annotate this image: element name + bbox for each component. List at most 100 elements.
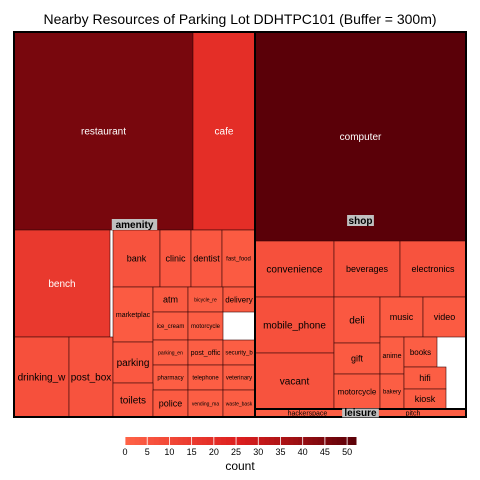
legend-swatch xyxy=(202,437,208,445)
legend-swatch xyxy=(245,437,251,445)
legend-swatch xyxy=(288,437,294,445)
tile-amenity-toilets xyxy=(112,382,154,418)
legend-swatch xyxy=(235,437,241,445)
legend-swatch xyxy=(125,437,131,445)
tile-amenity-restaurant xyxy=(13,31,194,231)
legend-swatch xyxy=(226,437,232,445)
legend-swatch xyxy=(187,437,193,445)
legend-swatch xyxy=(312,437,318,445)
tile-label: drinking_w xyxy=(18,373,67,384)
tile-label: music xyxy=(390,312,414,322)
legend-swatch xyxy=(221,437,227,445)
tile-amenity-pharmacy xyxy=(152,364,189,391)
legend-tick-label: 30 xyxy=(253,447,263,457)
legend-swatch xyxy=(216,437,222,445)
chart-title: Nearby Resources of Parking Lot DDHTPC10… xyxy=(43,11,436,27)
tile-label: bench xyxy=(48,279,75,290)
legend-swatch xyxy=(182,437,189,445)
legend-tick-label: 35 xyxy=(275,447,285,457)
legend-swatch xyxy=(129,437,136,445)
legend-swatch xyxy=(317,437,323,445)
group-label-bg xyxy=(347,215,374,226)
legend-swatch xyxy=(351,437,357,445)
tile-label: parking_en xyxy=(158,350,183,356)
tile-label: marketplac xyxy=(116,312,151,319)
tile-label: vending_ma xyxy=(192,401,219,407)
tile-label: computer xyxy=(340,132,382,143)
legend-swatch xyxy=(158,437,164,445)
legend-swatch xyxy=(211,437,217,445)
tile-label: parking xyxy=(117,358,150,369)
legend: 0 5 10 15 20 25 30 35 40 45 50 count xyxy=(122,437,357,473)
tile-label: dentist xyxy=(193,254,220,264)
legend-tick-label: 25 xyxy=(231,447,241,457)
legend-tick-label: 10 xyxy=(164,447,174,457)
legend-swatch xyxy=(264,437,270,445)
legend-swatch xyxy=(230,437,237,445)
tile-label: vacant xyxy=(280,377,310,388)
group-label-shop: shop xyxy=(349,216,373,227)
tile-shop-gift xyxy=(333,342,381,375)
legend-swatch xyxy=(331,437,338,445)
tile-label: convenience xyxy=(266,265,323,276)
legend-swatch xyxy=(149,437,155,445)
tile-amenity-delivery xyxy=(222,286,256,313)
legend-swatch xyxy=(192,437,198,445)
tile-label: books xyxy=(410,348,431,357)
legend-tick-label: 15 xyxy=(187,447,197,457)
tile-amenity-dentist xyxy=(190,229,223,288)
tile-amenity-bicycle-re xyxy=(187,286,224,313)
tile-label: hifi xyxy=(419,373,431,383)
tile-shop-video xyxy=(422,296,467,338)
tile-shop-mobile-phone xyxy=(254,296,335,354)
group-label-amenity: amenity xyxy=(116,220,154,231)
legend-swatch xyxy=(168,437,174,445)
legend-swatch xyxy=(307,437,314,445)
legend-tick-label: 40 xyxy=(298,447,308,457)
legend-tick-label: 45 xyxy=(320,447,330,457)
tile-label: pitch xyxy=(406,411,421,418)
legend-swatch xyxy=(134,437,140,445)
tile-label: kiosk xyxy=(415,394,436,404)
tile-amenity-ice-cream xyxy=(152,311,189,341)
tile-label: security_b xyxy=(225,351,253,357)
legend-tick-label: 0 xyxy=(122,447,127,457)
tile-label: veterinary xyxy=(226,376,252,382)
tile-label: waste_bask xyxy=(226,401,253,407)
tile-label: clinic xyxy=(165,254,186,264)
tile-label: fast_food xyxy=(226,257,251,263)
legend-tick-label: 50 xyxy=(342,447,352,457)
tile-shop-beverages xyxy=(333,240,401,298)
tile-shop-vacant xyxy=(254,352,335,410)
tile-amenity-parking-en xyxy=(152,339,189,366)
tile-label: delivery xyxy=(225,295,253,304)
tile-label: video xyxy=(434,312,456,322)
legend-tick-label: 20 xyxy=(209,447,219,457)
group-label-bg xyxy=(111,219,158,230)
legend-swatch xyxy=(206,437,213,445)
treemap-groups: amenity shop leisure xyxy=(13,31,467,419)
tile-label: restaurant xyxy=(81,127,126,138)
legend-swatch xyxy=(163,437,169,445)
tile-amenity-bench xyxy=(13,229,111,338)
tile-label: gift xyxy=(351,354,364,364)
tile-amenity-cafe xyxy=(192,31,256,231)
legend-swatch xyxy=(346,437,352,445)
legend-swatch xyxy=(283,437,290,445)
tile-label: bakery xyxy=(383,390,401,396)
tile-amenity-bank xyxy=(112,229,161,288)
tile-shop-convenience xyxy=(254,240,335,298)
legend-swatch xyxy=(240,437,246,445)
group-label-leisure: leisure xyxy=(344,408,377,419)
legend-ticks: 0 5 10 15 20 25 30 35 40 45 50 xyxy=(122,437,352,457)
tile-amenity-parking xyxy=(112,341,154,384)
tile-label: electronics xyxy=(411,264,455,274)
tile-label: telephone xyxy=(192,376,219,382)
tile-label: beverages xyxy=(346,264,389,274)
tile-label: post_offic xyxy=(191,350,221,357)
tile-label: atm xyxy=(163,295,178,305)
legend-swatch xyxy=(298,437,304,445)
legend-swatch xyxy=(341,437,347,445)
tile-label: motorcycle xyxy=(338,387,377,396)
